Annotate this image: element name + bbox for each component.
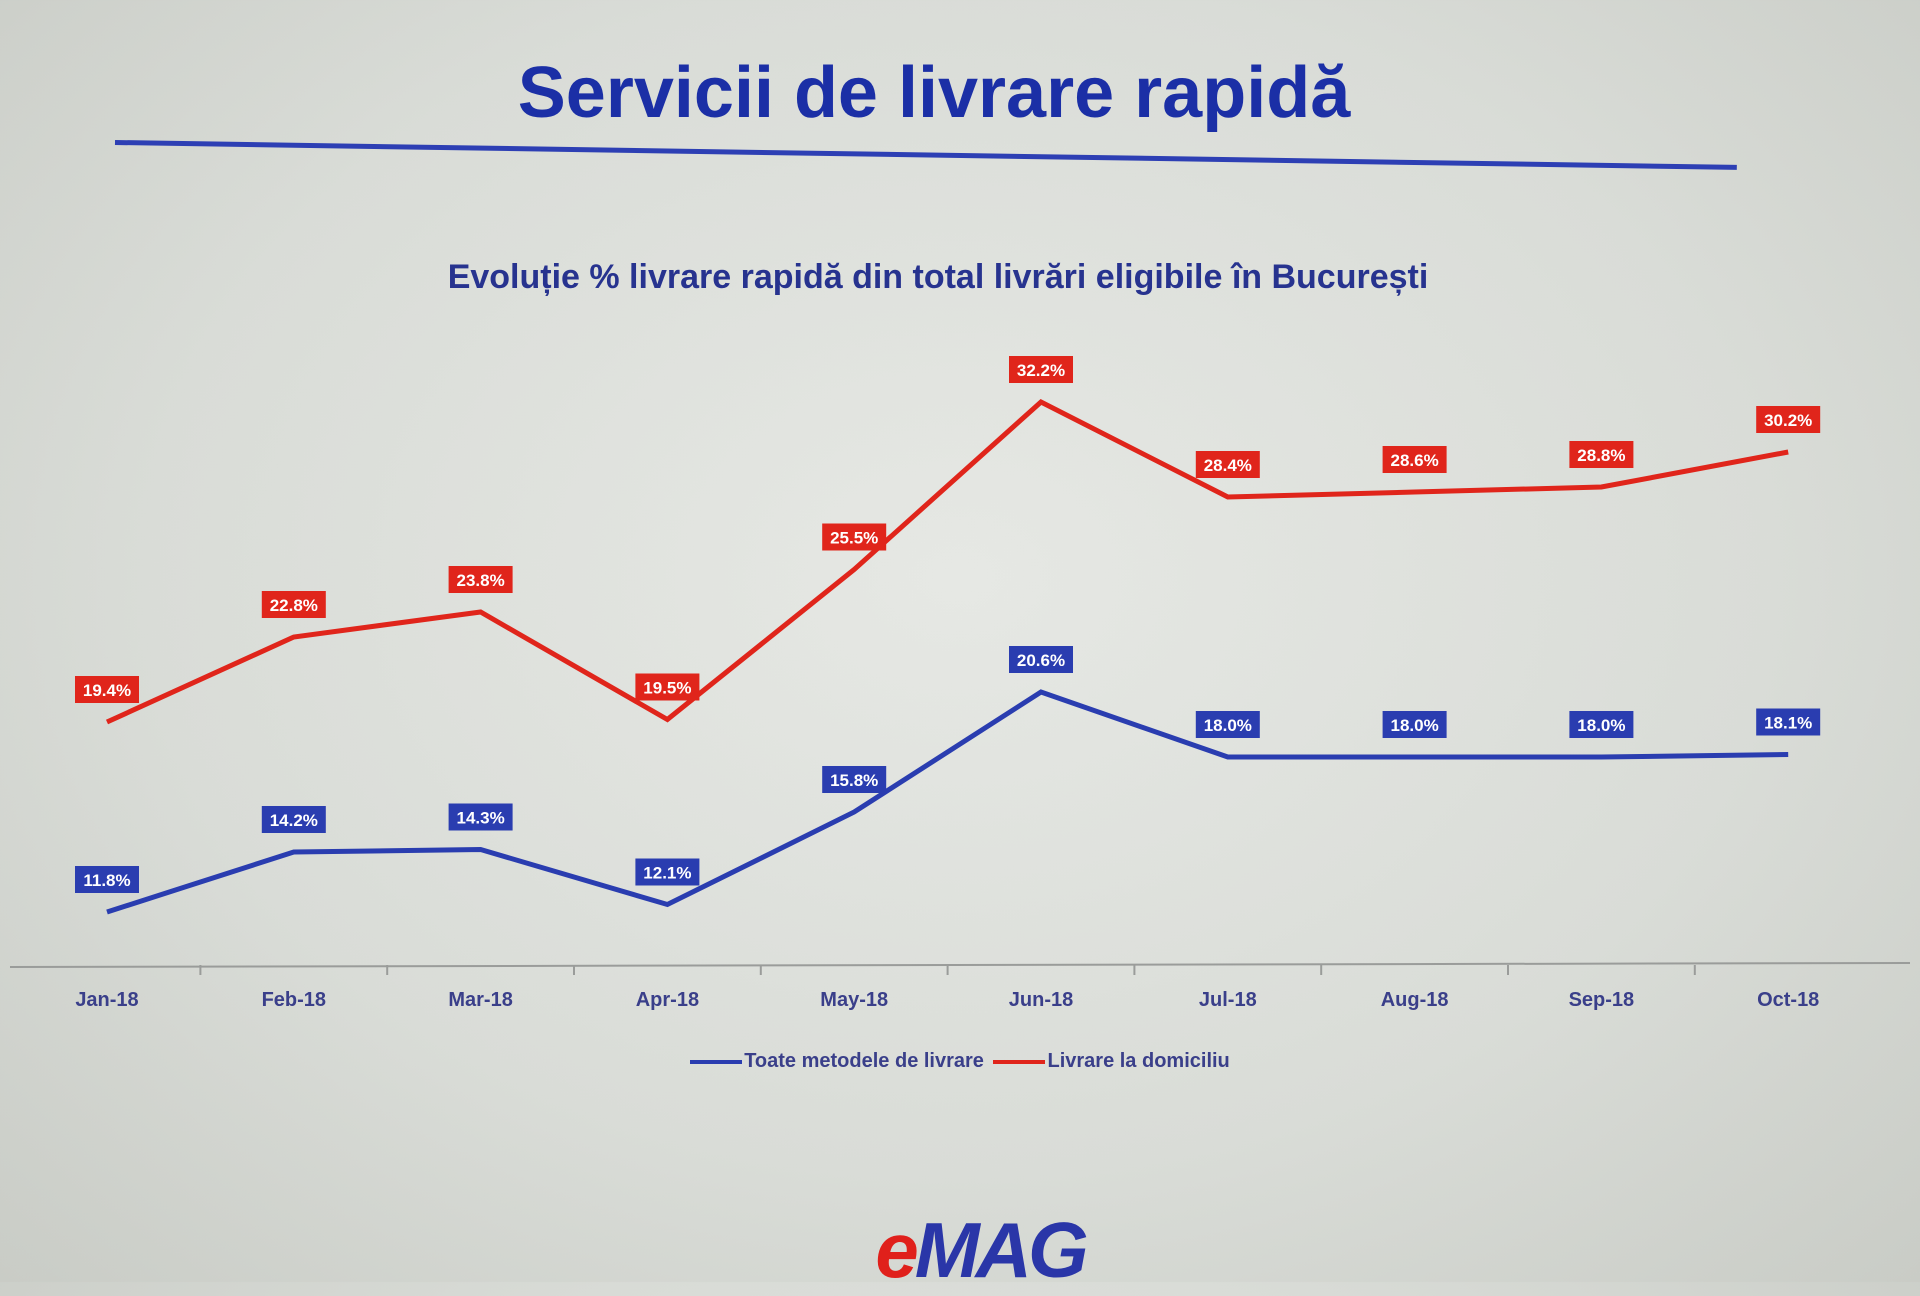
data-label-text: 14.2%	[270, 811, 318, 830]
x-tick-label: Apr-18	[636, 989, 699, 1011]
data-label-box	[1009, 646, 1073, 673]
data-label-box	[1569, 441, 1634, 468]
data-label-text: 32.2%	[1017, 361, 1065, 380]
x-tick-label: Jul-18	[1199, 989, 1257, 1011]
data-label-box	[1382, 446, 1447, 473]
data-label-text: 15.8%	[830, 771, 878, 790]
legend-label-home-delivery: Livrare la domiciliu	[1047, 1050, 1230, 1072]
data-label-box	[635, 858, 700, 886]
x-tick-label: Mar-18	[448, 989, 512, 1011]
data-label-text: 28.4%	[1204, 456, 1252, 475]
data-label: 19.4%	[75, 676, 139, 703]
data-label: 14.3%	[448, 803, 513, 831]
legend-label-all-methods: Toate metodele de livrare	[744, 1050, 984, 1072]
data-label-text: 20.6%	[1017, 651, 1065, 670]
data-label: 11.8%	[75, 866, 139, 893]
x-tick-label: Aug-18	[1381, 989, 1449, 1011]
chart-title: Evoluție % livrare rapidă din total livr…	[447, 258, 1429, 296]
data-label-text: 18.0%	[1204, 716, 1252, 735]
data-label: 32.2%	[1009, 356, 1073, 383]
data-label-text: 18.0%	[1390, 716, 1438, 735]
data-label: 23.8%	[448, 566, 513, 593]
logo-e: e	[875, 1206, 918, 1294]
data-label-text: 25.5%	[830, 529, 878, 548]
data-label: 14.2%	[261, 806, 326, 833]
data-label: 28.8%	[1569, 441, 1634, 468]
data-label: 18.0%	[1569, 711, 1634, 738]
data-label-text: 14.3%	[456, 809, 504, 828]
data-label-box	[75, 866, 139, 893]
data-label-box	[1009, 356, 1073, 383]
data-label-box	[1195, 451, 1260, 478]
data-label-box	[822, 523, 887, 551]
data-label-box	[1569, 711, 1634, 738]
x-tick-label: Oct-18	[1757, 989, 1819, 1011]
x-tick-label: May-18	[820, 989, 888, 1011]
data-label: 30.2%	[1756, 406, 1821, 433]
data-label-box	[448, 803, 513, 831]
x-tick-label: Jan-18	[75, 989, 138, 1011]
series-line-0	[106, 689, 1789, 915]
data-label: 19.5%	[635, 673, 700, 701]
data-label: 18.1%	[1756, 708, 1821, 736]
data-label-text: 22.8%	[270, 596, 318, 615]
data-label-box	[75, 676, 139, 703]
data-label-box	[1382, 711, 1447, 738]
data-label-box	[1756, 708, 1821, 736]
data-label: 25.5%	[822, 523, 887, 551]
x-axis	[9, 962, 1911, 968]
data-label-text: 19.4%	[83, 681, 131, 700]
data-label-text: 18.1%	[1764, 714, 1812, 733]
legend: Toate metodele de livrare Livrare la dom…	[0, 1050, 1920, 1073]
x-tick-label: Sep-18	[1569, 989, 1635, 1011]
data-label: 12.1%	[635, 858, 700, 886]
x-tick-label: Jun-18	[1009, 989, 1073, 1011]
data-label-box	[261, 591, 326, 618]
data-label-box	[261, 806, 326, 833]
data-label: 18.0%	[1382, 711, 1447, 738]
data-label-text: 28.8%	[1577, 446, 1625, 465]
data-label-text: 18.0%	[1577, 716, 1625, 735]
data-label-text: 23.8%	[456, 571, 504, 590]
data-label-box	[822, 766, 887, 793]
data-label-box	[1195, 711, 1260, 738]
emag-logo: eMAG	[0, 1205, 1920, 1296]
data-label: 18.0%	[1195, 711, 1260, 738]
data-label-box	[1756, 406, 1821, 433]
series-line-1	[105, 398, 1789, 725]
legend-swatch-all-methods	[690, 1059, 743, 1064]
data-label-box	[448, 566, 513, 593]
legend-swatch-home-delivery	[993, 1059, 1046, 1064]
slide-title: Servicii de livrare rapidă	[517, 53, 1351, 133]
data-label-text: 12.1%	[643, 864, 691, 883]
data-label: 28.4%	[1195, 451, 1260, 478]
data-label-text: 19.5%	[643, 679, 691, 698]
x-tick-label: Feb-18	[262, 989, 326, 1011]
data-label: 22.8%	[261, 591, 326, 618]
data-label-text: 28.6%	[1390, 451, 1438, 470]
data-label-text: 11.8%	[83, 871, 130, 890]
data-label: 15.8%	[822, 766, 887, 793]
data-label: 20.6%	[1009, 646, 1073, 673]
logo-mag: MAG	[914, 1206, 1089, 1294]
data-label: 28.6%	[1382, 446, 1447, 473]
data-label-text: 30.2%	[1764, 411, 1812, 430]
data-label-box	[635, 673, 700, 701]
